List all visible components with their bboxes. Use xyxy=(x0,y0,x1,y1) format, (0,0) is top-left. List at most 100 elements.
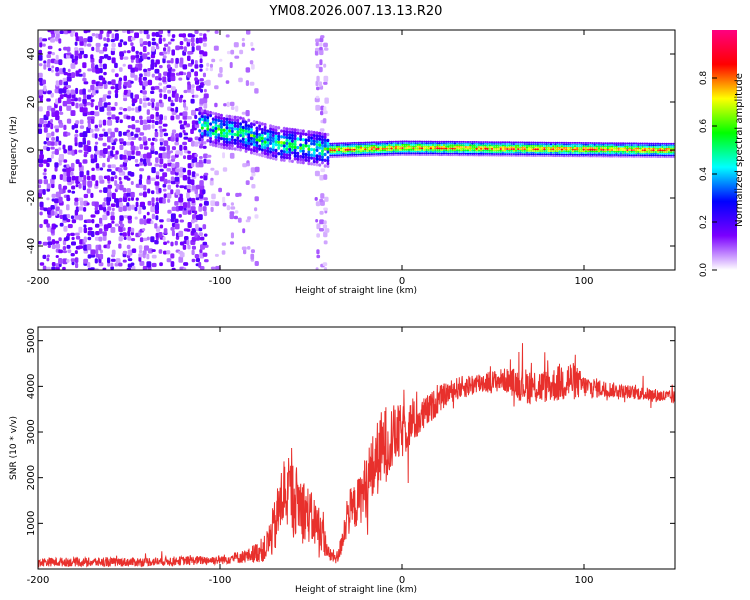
signal-cell xyxy=(488,152,491,155)
noise-cell xyxy=(87,123,91,129)
noise-cell xyxy=(315,201,321,207)
signal-cell xyxy=(541,151,544,154)
noise-cell xyxy=(110,203,116,207)
signal-cell xyxy=(626,144,629,146)
noise-cell xyxy=(249,60,254,65)
noise-cell xyxy=(134,94,139,100)
noise-cell xyxy=(167,96,172,102)
noise-cell xyxy=(138,253,143,258)
noise-cell xyxy=(87,180,93,187)
signal-cell xyxy=(420,140,424,143)
signal-cell xyxy=(255,132,259,136)
signal-cell xyxy=(255,138,259,142)
signal-cell xyxy=(453,154,457,157)
signal-cell xyxy=(503,143,507,145)
signal-cell xyxy=(545,153,548,156)
noise-cell xyxy=(171,49,175,56)
noise-cell xyxy=(78,214,83,221)
signal-cell xyxy=(610,154,614,156)
noise-cell xyxy=(66,194,70,198)
signal-cell xyxy=(293,136,297,141)
noise-cell xyxy=(222,202,227,207)
signal-cell xyxy=(532,155,535,157)
signal-cell xyxy=(643,156,647,158)
signal-cell xyxy=(401,150,404,153)
noise-cell xyxy=(162,123,168,127)
noise-cell xyxy=(324,47,329,51)
noise-cell xyxy=(179,150,183,156)
signal-cell xyxy=(482,144,485,147)
signal-cell xyxy=(530,148,533,151)
noise-cell xyxy=(182,64,188,70)
signal-cell xyxy=(211,128,215,133)
noise-cell xyxy=(103,43,109,47)
signal-cell xyxy=(654,156,657,158)
noise-cell xyxy=(102,153,106,158)
signal-cell xyxy=(293,134,297,138)
signal-cell xyxy=(669,152,673,155)
signal-cell xyxy=(632,144,636,146)
signal-cell xyxy=(323,144,327,148)
signal-cell xyxy=(466,146,470,148)
signal-cell xyxy=(337,150,341,153)
signal-cell xyxy=(630,147,633,150)
noise-cell xyxy=(82,131,88,138)
signal-cell xyxy=(331,149,334,152)
signal-cell xyxy=(333,150,336,153)
noise-cell xyxy=(47,90,52,95)
noise-cell xyxy=(51,65,55,69)
noise-cell xyxy=(98,262,104,267)
signal-cell xyxy=(206,113,210,117)
signal-cell xyxy=(521,149,524,152)
signal-cell xyxy=(652,156,655,158)
signal-cell xyxy=(501,149,505,152)
signal-cell xyxy=(323,141,327,145)
snr-y-label: SNR (10 * v/v) xyxy=(9,416,19,480)
signal-cell xyxy=(477,146,481,148)
signal-cell xyxy=(615,155,618,158)
signal-cell xyxy=(399,140,402,143)
noise-cell xyxy=(147,118,152,123)
noise-cell xyxy=(75,206,79,213)
signal-cell xyxy=(580,148,583,151)
signal-cell xyxy=(351,152,354,154)
signal-cell xyxy=(659,146,662,148)
noise-cell xyxy=(202,224,207,230)
signal-cell xyxy=(493,146,496,149)
noise-cell xyxy=(194,157,198,163)
noise-cell xyxy=(39,206,45,211)
noise-cell xyxy=(46,146,50,152)
signal-cell xyxy=(386,145,389,148)
noise-cell xyxy=(194,71,198,77)
noise-cell xyxy=(142,136,147,142)
noise-cell xyxy=(194,153,198,158)
noise-cell xyxy=(194,64,199,69)
signal-cell xyxy=(619,154,623,156)
noise-cell xyxy=(230,232,234,239)
signal-cell xyxy=(541,155,544,157)
signal-cell xyxy=(425,140,428,143)
noise-cell xyxy=(242,163,247,168)
signal-cell xyxy=(285,130,289,134)
noise-cell xyxy=(110,266,114,270)
signal-cell xyxy=(418,143,422,146)
noise-cell xyxy=(95,223,100,228)
signal-cell xyxy=(560,148,564,151)
signal-cell xyxy=(523,143,526,145)
noise-cell xyxy=(131,107,135,111)
signal-cell xyxy=(230,118,234,122)
signal-cell xyxy=(552,151,555,154)
signal-cell xyxy=(591,153,594,156)
signal-cell xyxy=(552,155,555,158)
noise-cell xyxy=(43,64,47,70)
signal-cell xyxy=(340,147,343,150)
signal-cell xyxy=(431,154,435,156)
noise-cell xyxy=(62,246,67,251)
signal-cell xyxy=(554,151,557,154)
signal-cell xyxy=(252,137,256,141)
noise-cell xyxy=(316,223,321,230)
signal-cell xyxy=(342,154,345,156)
signal-cell xyxy=(337,154,341,157)
signal-cell xyxy=(220,142,223,146)
signal-cell xyxy=(263,128,267,132)
